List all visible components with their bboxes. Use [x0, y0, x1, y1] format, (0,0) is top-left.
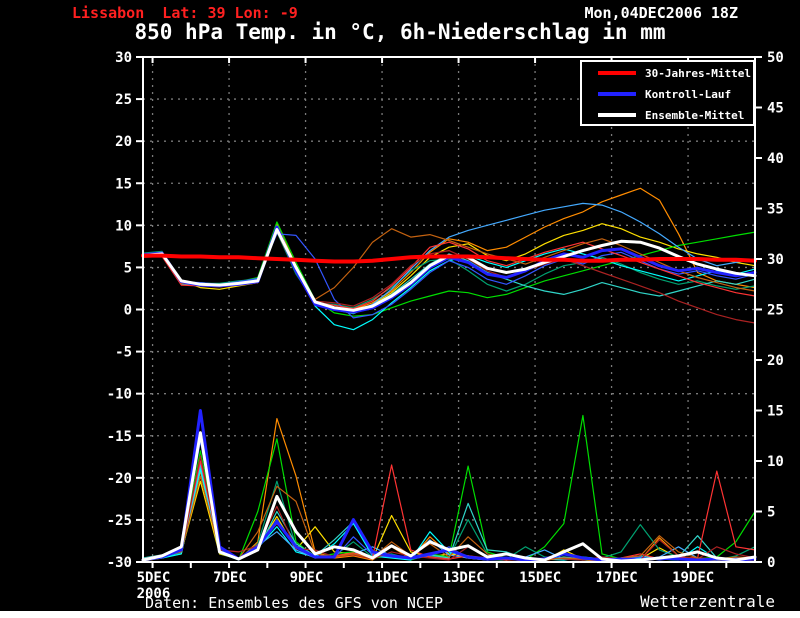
svg-text:0: 0 [124, 303, 132, 319]
svg-text:9DEC: 9DEC [290, 570, 324, 586]
climate-mean-line [141, 253, 757, 264]
svg-text:15: 15 [767, 404, 784, 420]
svg-text:20: 20 [115, 134, 132, 150]
brand-wetterzentrale: Wetterzentrale [640, 592, 775, 611]
svg-text:7DEC: 7DEC [213, 570, 247, 586]
legend-box: 30-Jahres-Mittel Kontroll-Lauf Ensemble-… [580, 60, 755, 126]
legend-label: Kontroll-Lauf [645, 87, 732, 101]
svg-text:11DEC: 11DEC [366, 570, 408, 586]
svg-text:2006: 2006 [137, 586, 171, 602]
legend-label: Ensemble-Mittel [645, 108, 745, 122]
legend-label: 30-Jahres-Mittel [645, 66, 751, 80]
svg-text:15: 15 [115, 176, 132, 192]
location-header: Lissabon Lat: 39 Lon: -9 [72, 4, 298, 22]
run-datetime: Mon,04DEC2006 18Z [584, 4, 738, 22]
svg-text:40: 40 [767, 151, 784, 167]
svg-text:5DEC: 5DEC [137, 570, 171, 586]
svg-text:25: 25 [115, 92, 132, 108]
gridlines [143, 57, 755, 562]
svg-text:25: 25 [767, 303, 784, 319]
svg-text:5: 5 [767, 505, 775, 521]
svg-text:10: 10 [115, 218, 132, 234]
svg-text:17DEC: 17DEC [596, 570, 638, 586]
svg-text:13DEC: 13DEC [443, 570, 485, 586]
svg-text:-25: -25 [107, 513, 132, 529]
ensemble-member-lines [142, 187, 756, 562]
data-credit: Daten: Ensembles des GFS von NCEP [145, 594, 444, 612]
control-run-line-swatch [598, 92, 636, 96]
svg-text:-15: -15 [107, 429, 132, 445]
svg-text:-5: -5 [115, 345, 132, 361]
svg-text:-20: -20 [107, 471, 132, 487]
svg-text:10: 10 [767, 454, 784, 470]
ensemble-mean-line-swatch [598, 113, 636, 117]
svg-text:-10: -10 [107, 387, 132, 403]
svg-text:5: 5 [124, 260, 132, 276]
svg-text:45: 45 [767, 101, 784, 117]
bottom-divider-bar [0, 611, 800, 618]
svg-text:-30: -30 [107, 555, 132, 571]
svg-text:35: 35 [767, 202, 784, 218]
axes: 302520151050-5-10-15-20-25-3050454035302… [107, 50, 784, 602]
svg-text:20: 20 [767, 353, 784, 369]
svg-text:0: 0 [767, 555, 775, 571]
30yr-mean-line-swatch [598, 71, 636, 75]
svg-text:50: 50 [767, 50, 784, 66]
svg-text:30: 30 [767, 252, 784, 268]
legend-item-control-run: Kontroll-Lauf [582, 84, 753, 104]
legend-item-ensemble-mean: Ensemble-Mittel [582, 105, 753, 125]
svg-text:30: 30 [115, 50, 132, 66]
chart-title: 850 hPa Temp. in °C, 6h-Niederschlag in … [134, 20, 666, 44]
svg-text:19DEC: 19DEC [672, 570, 714, 586]
legend-item-30yr-mean: 30-Jahres-Mittel [582, 63, 753, 83]
ensemble-mean-lines [141, 228, 757, 563]
svg-text:15DEC: 15DEC [519, 570, 561, 586]
